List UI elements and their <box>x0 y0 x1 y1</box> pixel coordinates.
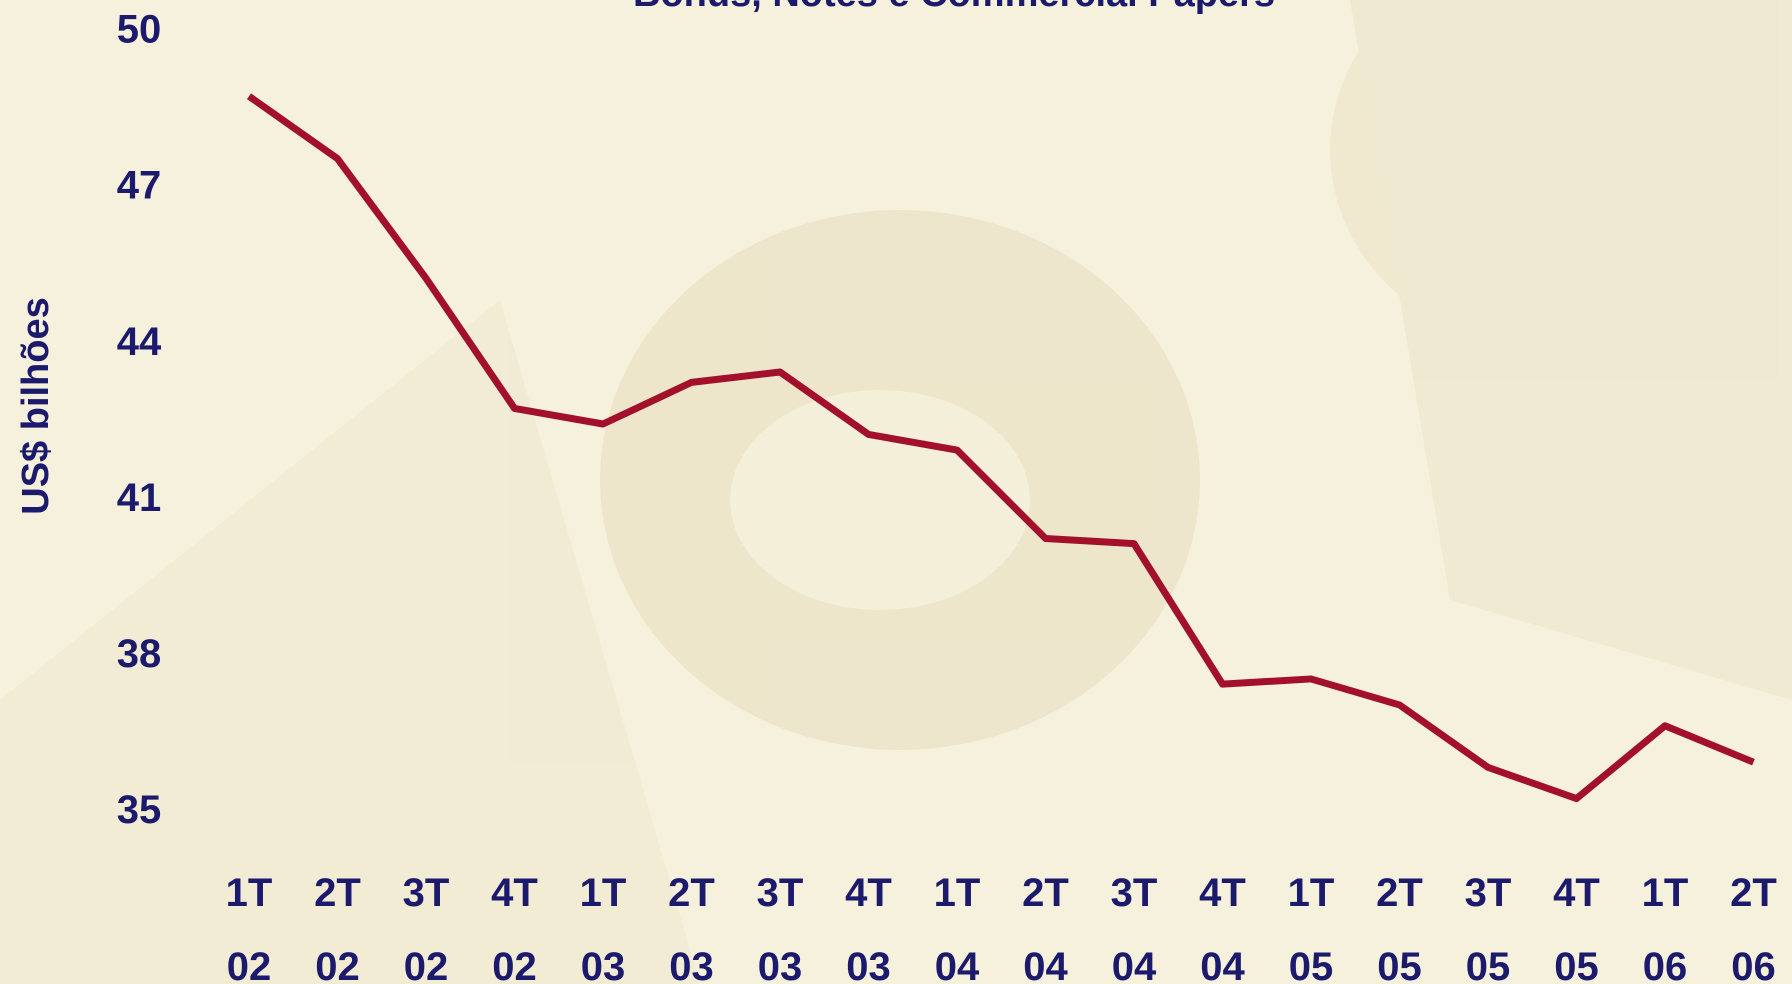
x-tick-label-line: 1T <box>1642 871 1689 915</box>
x-tick-label-line: 1T <box>580 871 627 915</box>
x-tick-label-line: 4T <box>1553 871 1600 915</box>
x-tick-label-line: 3T <box>757 871 804 915</box>
chart-title: Bonus, Notes e Commercial Papers <box>633 0 1275 15</box>
x-tick-label-line: 1T <box>1288 871 1335 915</box>
x-tick-label-line: 1T <box>226 871 273 915</box>
x-tick-label-line: 04 <box>1200 945 1245 984</box>
x-tick-label-line: 02 <box>315 945 360 984</box>
x-tick-label-line: 05 <box>1466 945 1511 984</box>
y-tick-label: 50 <box>117 8 162 52</box>
y-axis-title: US$ bilhões <box>15 297 57 515</box>
chart: Bonus, Notes e Commercial Papers US$ bil… <box>0 0 1792 984</box>
x-tick-label-line: 2T <box>1022 871 1069 915</box>
x-tick-label-line: 4T <box>491 871 538 915</box>
x-tick-label-line: 02 <box>492 945 537 984</box>
x-tick-label-line: 2T <box>668 871 715 915</box>
x-tick-label-line: 2T <box>314 871 361 915</box>
x-tick-label-line: 04 <box>935 945 980 984</box>
x-tick-label-line: 3T <box>1111 871 1158 915</box>
x-tick-label-line: 03 <box>846 945 891 984</box>
y-tick-label: 38 <box>117 632 162 676</box>
x-tick-label-line: 05 <box>1377 945 1422 984</box>
x-tick-label-line: 02 <box>404 945 449 984</box>
x-tick-label-line: 4T <box>1199 871 1246 915</box>
x-tick-label-line: 06 <box>1731 945 1776 984</box>
y-tick-label: 47 <box>117 164 162 208</box>
x-tick-label-line: 04 <box>1023 945 1068 984</box>
x-tick-label-line: 04 <box>1112 945 1157 984</box>
x-tick-label-line: 05 <box>1554 945 1599 984</box>
x-tick-label-line: 3T <box>403 871 450 915</box>
x-tick-label-line: 05 <box>1289 945 1334 984</box>
x-tick-label-line: 03 <box>581 945 626 984</box>
x-tick-label-line: 2T <box>1376 871 1423 915</box>
y-tick-label: 44 <box>117 320 162 364</box>
x-tick-label-line: 02 <box>227 945 272 984</box>
x-tick-label-line: 03 <box>758 945 803 984</box>
x-tick-label-line: 2T <box>1730 871 1777 915</box>
x-tick-label-line: 06 <box>1643 945 1688 984</box>
x-tick-label-line: 1T <box>934 871 981 915</box>
x-tick-label-line: 3T <box>1465 871 1512 915</box>
y-tick-label: 41 <box>117 476 162 520</box>
y-tick-label: 35 <box>117 788 162 832</box>
x-tick-label-line: 03 <box>669 945 714 984</box>
x-tick-label-line: 4T <box>845 871 892 915</box>
